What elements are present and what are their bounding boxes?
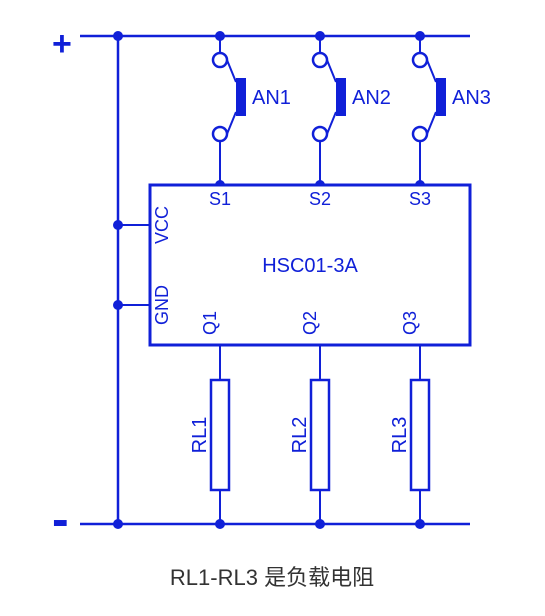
positive-rail-label: +	[52, 25, 72, 63]
button-terminal-bottom	[213, 127, 227, 141]
load-resistor	[311, 380, 329, 490]
pin-q: Q1	[200, 311, 220, 335]
pin-s: S3	[409, 189, 431, 209]
button-terminal-bottom	[313, 127, 327, 141]
pin-q: Q2	[300, 311, 320, 335]
pin-q: Q3	[400, 311, 420, 335]
pin-gnd: GND	[152, 285, 172, 325]
button-label: AN1	[252, 87, 291, 109]
resistor-label: RL3	[389, 417, 411, 454]
button-terminal-top	[413, 53, 427, 67]
pin-vcc: VCC	[152, 206, 172, 244]
button-label: AN3	[452, 87, 491, 109]
button-label: AN2	[352, 87, 391, 109]
button-terminal-bottom	[413, 127, 427, 141]
button-terminal-top	[213, 53, 227, 67]
resistor-label: RL2	[289, 417, 311, 454]
pushbutton-actuator[interactable]	[436, 78, 446, 116]
chip-name: HSC01-3A	[262, 255, 358, 277]
button-terminal-top	[313, 53, 327, 67]
load-resistor	[411, 380, 429, 490]
caption: RL1-RL3 是负载电阻	[170, 565, 374, 590]
load-resistor	[211, 380, 229, 490]
circuit-diagram: + - AN1 RL1 AN2 RL2 AN3 RL3 HSC01-3A VCC GND S1 S2 S3…	[0, 0, 545, 616]
pin-s: S1	[209, 189, 231, 209]
resistor-label: RL1	[189, 417, 211, 454]
pushbutton-actuator[interactable]	[336, 78, 346, 116]
pushbutton-actuator[interactable]	[236, 78, 246, 116]
negative-rail-label: -	[52, 491, 69, 547]
pin-s: S2	[309, 189, 331, 209]
